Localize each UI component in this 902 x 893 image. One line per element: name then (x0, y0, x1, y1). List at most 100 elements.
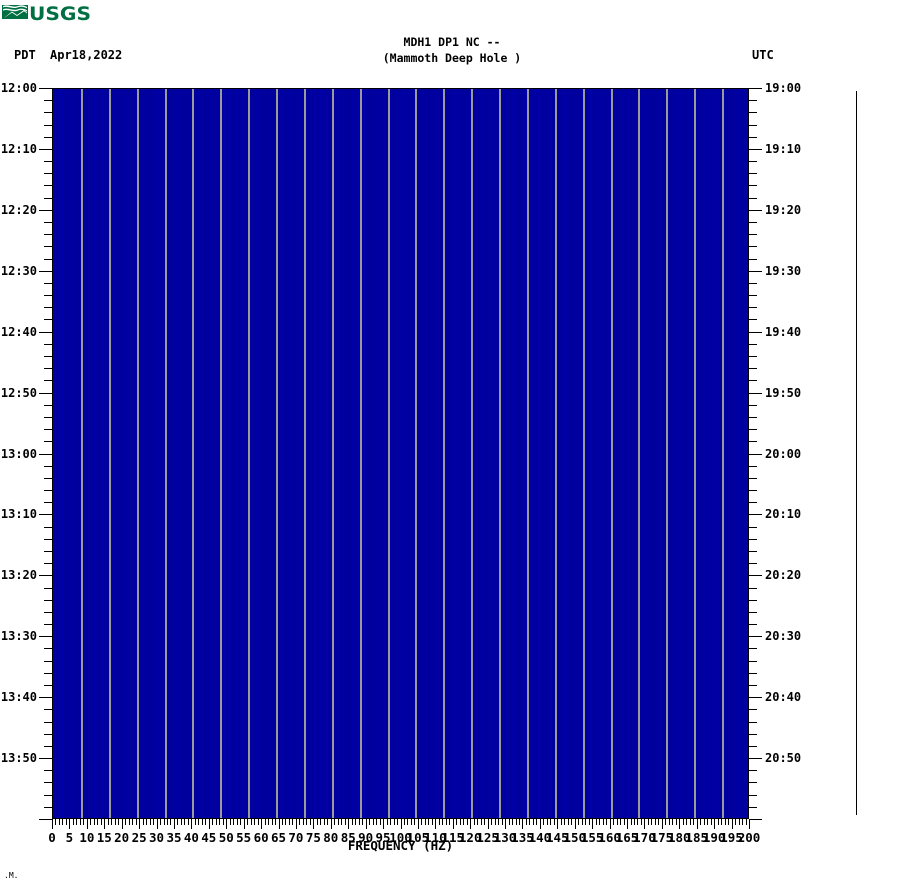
x-axis-minor-tick (327, 819, 328, 825)
spectrogram-column (53, 89, 54, 818)
spectrogram-column (358, 89, 359, 818)
spectrogram-column (483, 89, 484, 818)
spectrogram-column (56, 89, 57, 818)
spectrogram-column (410, 89, 411, 818)
x-axis-minor-tick (547, 819, 548, 825)
spectrogram-column (375, 89, 376, 818)
x-axis-minor-tick (407, 819, 408, 825)
y-axis-major-tick (749, 332, 762, 333)
y-axis-minor-tick (44, 734, 52, 735)
spectrogram-column (274, 89, 275, 818)
spectrogram-column (608, 89, 609, 818)
x-axis-minor-tick (251, 819, 252, 825)
y-axis-minor-tick (749, 661, 757, 662)
spectrogram-column (126, 89, 127, 818)
x-axis-minor-tick (247, 819, 248, 825)
x-axis-minor-tick (700, 819, 701, 825)
plot-gridline (443, 89, 445, 818)
spectrogram-column (669, 89, 670, 818)
x-axis-minor-tick (519, 819, 520, 825)
plot-gridline (388, 89, 390, 818)
x-axis-major-tick (244, 819, 245, 829)
x-axis-minor-tick (704, 819, 705, 825)
y-axis-minor-tick (44, 807, 52, 808)
spectrogram-plot-area[interactable] (52, 88, 749, 819)
spectrogram-column (341, 89, 342, 818)
y-axis-minor-tick (749, 502, 757, 503)
y-axis-minor-tick (749, 746, 757, 747)
x-axis-minor-tick (150, 819, 151, 825)
x-axis-major-tick (610, 819, 611, 829)
spectrogram-column (570, 89, 571, 818)
y-axis-minor-tick (44, 100, 52, 101)
y-axis-minor-tick (44, 661, 52, 662)
x-axis-major-tick (418, 819, 419, 829)
plot-gridline (499, 89, 501, 818)
spectrogram-column (326, 89, 327, 818)
y-axis-minor-tick (44, 234, 52, 235)
spectrogram-column (724, 89, 725, 818)
x-axis-minor-tick (641, 819, 642, 825)
x-axis-minor-tick (606, 819, 607, 825)
spectrogram-column (544, 89, 545, 818)
spectrogram-column (730, 89, 731, 818)
x-axis-minor-tick (596, 819, 597, 825)
spectrogram-column (628, 89, 629, 818)
y-axis-minor-tick (749, 441, 757, 442)
x-axis-minor-tick (212, 819, 213, 825)
spectrogram-column (198, 89, 199, 818)
x-axis-major-tick (261, 819, 262, 829)
spectrogram-column (468, 89, 469, 818)
x-axis-minor-tick (721, 819, 722, 825)
x-axis-minor-tick (502, 819, 503, 825)
plot-gridline (276, 89, 278, 818)
y-axis-minor-tick (44, 380, 52, 381)
spectrogram-column (677, 89, 678, 818)
x-axis-minor-tick (658, 819, 659, 825)
y-axis-major-tick (39, 210, 52, 211)
x-axis-minor-tick (718, 819, 719, 825)
x-axis-major-tick (435, 819, 436, 829)
chart-title-line1: MDH1 DP1 NC -- (252, 34, 652, 50)
x-axis-major-tick (749, 819, 750, 829)
y-axis-major-tick (39, 514, 52, 515)
spectrogram-column (181, 89, 182, 818)
y-axis-major-tick (749, 149, 762, 150)
spectrogram-column (547, 89, 548, 818)
y-axis-minor-tick (749, 466, 757, 467)
y-axis-minor-tick (44, 173, 52, 174)
spectrogram-column (657, 89, 658, 818)
y-axis-minor-tick (44, 368, 52, 369)
y-axis-minor-tick (44, 417, 52, 418)
spectrogram-column (631, 89, 632, 818)
spectrogram-column (712, 89, 713, 818)
plot-gridline (81, 89, 83, 818)
y-axis-minor-tick (749, 624, 757, 625)
plot-gridline (165, 89, 167, 818)
spectrogram-column (280, 89, 281, 818)
x-axis-minor-tick (198, 819, 199, 825)
x-axis-minor-tick (373, 819, 374, 825)
y-axis-minor-tick (44, 112, 52, 113)
x-axis-minor-tick (669, 819, 670, 825)
plot-gridline (666, 89, 668, 818)
spectrogram-column (433, 89, 434, 818)
spectrogram-column (454, 89, 455, 818)
spectrogram-column (245, 89, 246, 818)
spectrogram-column (512, 89, 513, 818)
x-axis-minor-tick (432, 819, 433, 825)
y-axis-minor-tick (44, 356, 52, 357)
spectrogram-column (230, 89, 231, 818)
x-axis-minor-tick (735, 819, 736, 825)
x-axis-minor-tick (449, 819, 450, 825)
x-axis-minor-tick (561, 819, 562, 825)
spectrogram-column (311, 89, 312, 818)
y-axis-label-pdt: 12:50 (1, 386, 37, 400)
x-axis-minor-tick (637, 819, 638, 825)
spectrogram-column (573, 89, 574, 818)
spectrogram-column (329, 89, 330, 818)
spectrogram-column (579, 89, 580, 818)
y-axis-major-tick (749, 819, 762, 820)
spectrogram-column (352, 89, 353, 818)
plot-gridline (137, 89, 139, 818)
